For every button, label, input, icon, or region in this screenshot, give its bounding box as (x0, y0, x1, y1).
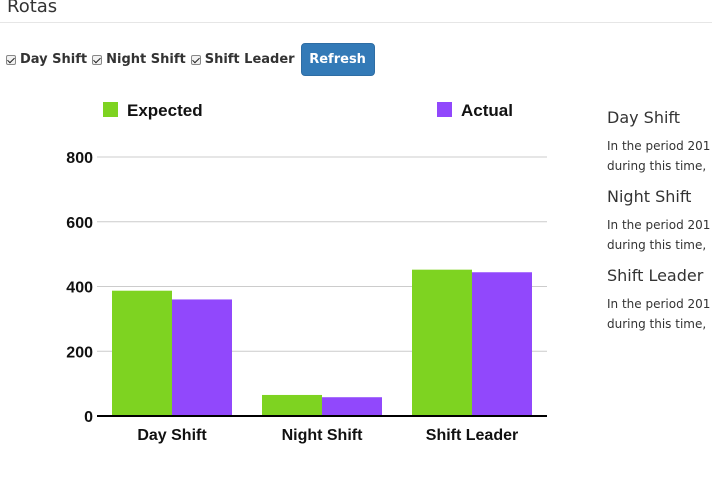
side-text-line: In the period 201 (607, 297, 711, 311)
filter-bar: Day Shift Night Shift Shift Leader Refre… (6, 43, 375, 76)
y-tick-label: 200 (66, 344, 93, 361)
side-text-line: during this time, (607, 317, 707, 331)
bar-expected (112, 290, 172, 416)
filter-label: Day Shift (20, 52, 88, 67)
title-divider (0, 22, 712, 23)
side-heading: Shift Leader (607, 266, 704, 285)
side-panel: Day Shift In the period 201 during this … (607, 106, 712, 343)
rota-bar-chart: 0 200 400 600 800 Day Shift Night Shift Shift L… (66, 101, 547, 444)
filter-shift-leader[interactable]: Shift Leader (190, 52, 295, 67)
side-section-night-shift: Night Shift In the period 201 during thi… (607, 185, 712, 255)
y-tick-label: 400 (66, 280, 93, 297)
bar-actual (472, 272, 532, 416)
x-tick-label: Shift Leader (426, 427, 518, 444)
y-tick-label: 600 (66, 215, 93, 232)
bar-expected (412, 269, 472, 416)
side-text-line: during this time, (607, 159, 707, 173)
side-description: In the period 201 during this time, (607, 136, 712, 176)
side-description: In the period 201 during this time, (607, 294, 712, 334)
legend-label: Expected (127, 101, 203, 120)
filter-label: Night Shift (106, 52, 186, 67)
night-shift-checkbox[interactable] (92, 54, 103, 65)
page-title: Rotas (7, 0, 58, 17)
bar-actual (172, 299, 232, 416)
y-tick-label: 0 (84, 409, 93, 426)
x-tick-label: Day Shift (137, 427, 207, 444)
side-text-line: In the period 201 (607, 139, 711, 153)
bar-actual (322, 397, 382, 416)
side-section-day-shift: Day Shift In the period 201 during this … (607, 106, 712, 176)
refresh-button[interactable]: Refresh (300, 43, 375, 76)
bar-expected (262, 394, 322, 416)
legend-swatch (437, 102, 452, 117)
x-tick-label: Night Shift (282, 427, 364, 444)
shift-leader-checkbox[interactable] (190, 54, 201, 65)
filter-label: Shift Leader (204, 52, 295, 67)
side-text-line: during this time, (607, 238, 707, 252)
side-text-line: In the period 201 (607, 218, 711, 232)
side-heading: Day Shift (607, 108, 681, 127)
filter-night-shift[interactable]: Night Shift (92, 52, 186, 67)
side-section-shift-leader: Shift Leader In the period 201 during th… (607, 264, 712, 334)
legend-swatch (103, 102, 118, 117)
filter-day-shift[interactable]: Day Shift (6, 52, 87, 67)
side-description: In the period 201 during this time, (607, 215, 712, 255)
side-heading: Night Shift (607, 187, 692, 206)
legend-label: Actual (461, 101, 513, 120)
y-tick-label: 800 (66, 150, 93, 167)
day-shift-checkbox[interactable] (6, 54, 16, 65)
